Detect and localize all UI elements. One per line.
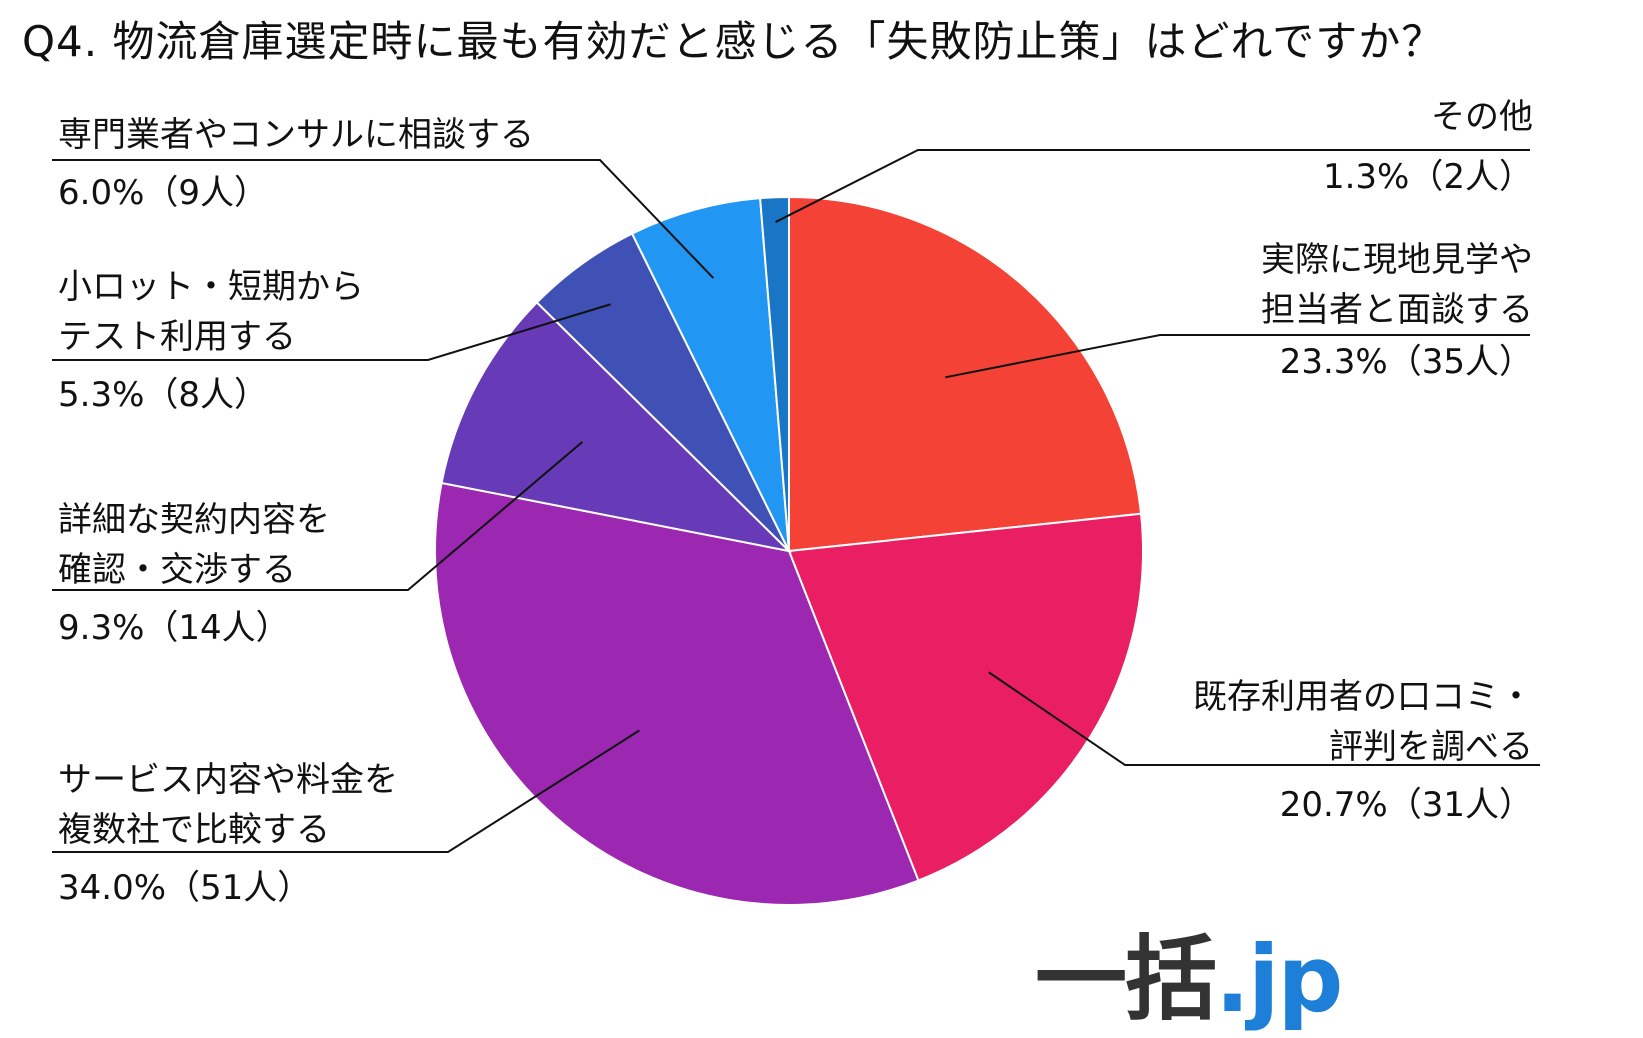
leader-line-other xyxy=(775,149,1530,223)
slice-label-compare: サービス内容や料金を 複数社で比較する 34.0%（51人） xyxy=(58,755,398,913)
slice-label-line: 確認・交渉する xyxy=(58,550,296,590)
logo-domain: .jp xyxy=(1215,926,1343,1033)
slice-label-reviews: 既存利用者の口コミ・ 評判を調べる 20.7%（31人） xyxy=(1193,672,1533,830)
slice-label-trial: 小ロット・短期から テスト利用する 5.3%（8人） xyxy=(58,262,364,420)
slice-label-line: 担当者と面談する xyxy=(1261,290,1533,330)
leader-line-contract xyxy=(52,441,584,591)
pie-slice-reviews xyxy=(787,512,1144,882)
slice-label-line: サービス内容や料金を xyxy=(58,760,398,800)
leader-line-site-visit xyxy=(945,334,1530,379)
leader-line-compare xyxy=(52,729,640,853)
slice-label-line: 既存利用者の口コミ・ xyxy=(1193,677,1533,717)
slice-label-line: 小ロット・短期から xyxy=(58,267,364,307)
slice-value-label: 5.3%（8人） xyxy=(58,375,269,415)
slice-label-site-visit: 実際に現地見学や 担当者と面談する 23.3%（35人） xyxy=(1261,235,1533,387)
pie-slice-compare xyxy=(434,481,920,906)
pie-slice-other xyxy=(759,195,790,552)
slice-label-line: 評判を調べる xyxy=(1329,727,1533,767)
slice-label-consult: 専門業者やコンサルに相談する 6.0%（9人） xyxy=(58,110,534,218)
slice-value-label: 1.3%（2人） xyxy=(1322,157,1533,197)
slice-value-label: 6.0%（9人） xyxy=(58,173,269,213)
slice-label-line: その他 xyxy=(1431,97,1533,137)
slice-label-line: 専門業者やコンサルに相談する xyxy=(58,115,534,155)
slice-label-line: 詳細な契約内容を xyxy=(58,500,330,540)
chart-title: Q4. 物流倉庫選定時に最も有効だと感じる「失敗防止策」はどれですか？ xyxy=(22,17,1445,66)
slice-label-line: 実際に現地見学や xyxy=(1261,240,1533,280)
slice-label-line: テスト利用する xyxy=(58,317,296,357)
pie-slice-consult xyxy=(630,197,790,552)
slice-value-label: 20.7%（31人） xyxy=(1279,785,1533,825)
leader-line-trial xyxy=(52,303,611,361)
slice-value-label: 9.3%（14人） xyxy=(58,608,290,648)
logo-kanji: 一括 xyxy=(1035,926,1217,1033)
slice-label-contract: 詳細な契約内容を 確認・交渉する 9.3%（14人） xyxy=(58,495,330,653)
slice-label-line: 複数社で比較する xyxy=(58,810,330,850)
brand-logo: 一括.jp xyxy=(1035,905,1343,1038)
slice-value-label: 23.3%（35人） xyxy=(1279,342,1533,382)
leader-line-reviews xyxy=(988,671,1540,766)
slice-value-label: 34.0%（51人） xyxy=(58,868,312,908)
slice-label-other: その他 1.3%（2人） xyxy=(1323,92,1533,202)
leader-line-consult xyxy=(52,159,715,279)
